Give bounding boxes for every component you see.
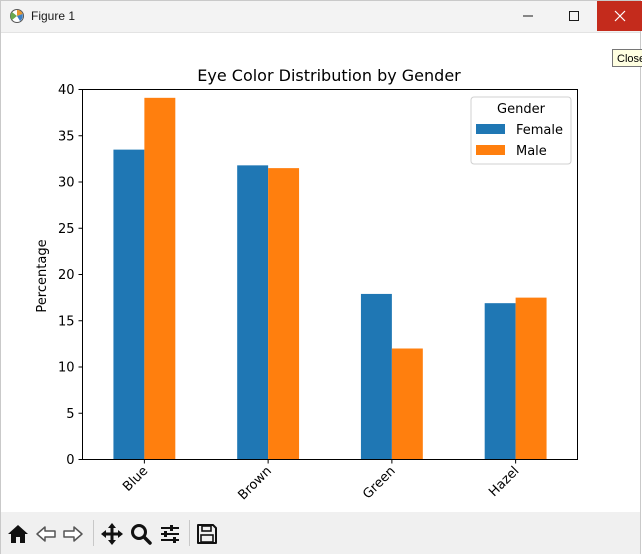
y-tick-label: 0 (66, 453, 74, 468)
y-tick-label: 40 (58, 83, 75, 98)
legend-swatch-male (476, 145, 505, 155)
bar-male-blue (144, 97, 176, 460)
x-tick-label-blue: Blue (120, 464, 151, 495)
zoom-button[interactable] (127, 520, 155, 548)
bar-female-hazel (484, 303, 516, 460)
home-button[interactable] (4, 520, 32, 548)
bar-female-green (360, 293, 392, 460)
bar-female-blue (113, 149, 145, 460)
legend-title: Gender (497, 102, 546, 117)
window-title: Figure 1 (31, 9, 76, 23)
x-tick-label-hazel: Hazel (486, 464, 522, 500)
close-icon (614, 10, 626, 22)
y-tick-label: 10 (58, 361, 75, 376)
toolbar-separator (189, 520, 190, 546)
legend-label-male: Male (516, 144, 547, 159)
forward-arrow-icon (63, 526, 83, 542)
bar-male-hazel (515, 297, 547, 460)
x-tick-label-brown: Brown (235, 464, 274, 503)
pan-button[interactable] (98, 520, 126, 548)
forward-button[interactable] (59, 520, 87, 548)
y-axis-label: Percentage (35, 239, 50, 312)
legend-label-female: Female (516, 123, 563, 138)
close-tooltip: Close (612, 49, 642, 67)
bars-group (113, 97, 547, 460)
plot-canvas[interactable]: Eye Color Distribution by Gender Percent… (1, 32, 642, 512)
matplotlib-figure-icon (10, 9, 24, 23)
x-tick-label-green: Green (360, 464, 398, 502)
y-tick-label: 20 (58, 268, 75, 283)
close-button[interactable] (597, 1, 642, 31)
y-tick-label: 30 (58, 176, 75, 191)
bar-female-brown (237, 165, 269, 460)
toolbar-separator (93, 520, 94, 546)
bar-chart: Eye Color Distribution by Gender Percent… (35, 66, 578, 503)
title-bar[interactable]: Figure 1 (1, 1, 642, 33)
save-button[interactable] (193, 520, 221, 548)
configure-subplots-button[interactable] (156, 520, 184, 548)
zoom-magnifier-icon (131, 524, 152, 545)
navigation-toolbar (1, 512, 640, 554)
bar-male-green (391, 348, 423, 460)
back-button[interactable] (32, 520, 60, 548)
pan-move-icon (101, 523, 123, 545)
maximize-button[interactable] (551, 1, 597, 31)
y-tick-label: 15 (58, 314, 75, 329)
minimize-icon (523, 15, 533, 17)
legend: Gender Female Male (470, 96, 572, 165)
y-tick-label: 5 (66, 407, 74, 422)
maximize-icon (569, 11, 579, 21)
configure-subplots-icon (161, 525, 179, 543)
save-floppy-icon (197, 524, 217, 544)
y-axis-ticks: 0 5 10 15 20 25 30 35 40 (58, 83, 83, 468)
legend-swatch-female (476, 124, 505, 134)
y-tick-label: 35 (58, 129, 75, 144)
home-icon (8, 525, 28, 543)
bar-male-brown (268, 168, 300, 460)
minimize-button[interactable] (505, 1, 551, 31)
x-axis-ticks: Blue Brown Green Hazel (120, 459, 522, 503)
back-arrow-icon (36, 526, 56, 542)
y-tick-label: 25 (58, 222, 75, 237)
chart-title: Eye Color Distribution by Gender (197, 66, 461, 85)
